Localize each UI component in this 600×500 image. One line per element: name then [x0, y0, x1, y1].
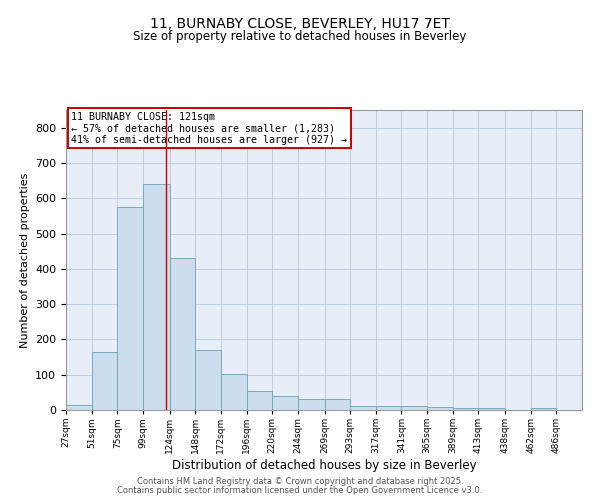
Bar — [143, 184, 170, 410]
Bar — [221, 374, 247, 410]
Bar — [170, 258, 195, 410]
Bar — [92, 352, 117, 410]
Y-axis label: Number of detached properties: Number of detached properties — [20, 172, 29, 348]
Bar — [478, 408, 505, 410]
Bar — [195, 350, 221, 410]
Text: Size of property relative to detached houses in Beverley: Size of property relative to detached ho… — [133, 30, 467, 43]
Bar — [453, 408, 478, 410]
Bar — [350, 406, 376, 410]
Bar — [531, 408, 556, 410]
Text: 11, BURNABY CLOSE, BEVERLEY, HU17 7ET: 11, BURNABY CLOSE, BEVERLEY, HU17 7ET — [150, 18, 450, 32]
Bar — [376, 406, 401, 410]
Bar — [117, 207, 143, 410]
Bar — [272, 396, 298, 410]
X-axis label: Distribution of detached houses by size in Beverley: Distribution of detached houses by size … — [172, 459, 476, 472]
Text: Contains HM Land Registry data © Crown copyright and database right 2025.: Contains HM Land Registry data © Crown c… — [137, 477, 463, 486]
Bar — [325, 400, 350, 410]
Text: 11 BURNABY CLOSE: 121sqm
← 57% of detached houses are smaller (1,283)
41% of sem: 11 BURNABY CLOSE: 121sqm ← 57% of detach… — [71, 112, 347, 144]
Bar — [298, 400, 325, 410]
Bar — [247, 390, 272, 410]
Bar — [427, 407, 453, 410]
Bar — [66, 404, 92, 410]
Bar — [401, 406, 427, 410]
Text: Contains public sector information licensed under the Open Government Licence v3: Contains public sector information licen… — [118, 486, 482, 495]
